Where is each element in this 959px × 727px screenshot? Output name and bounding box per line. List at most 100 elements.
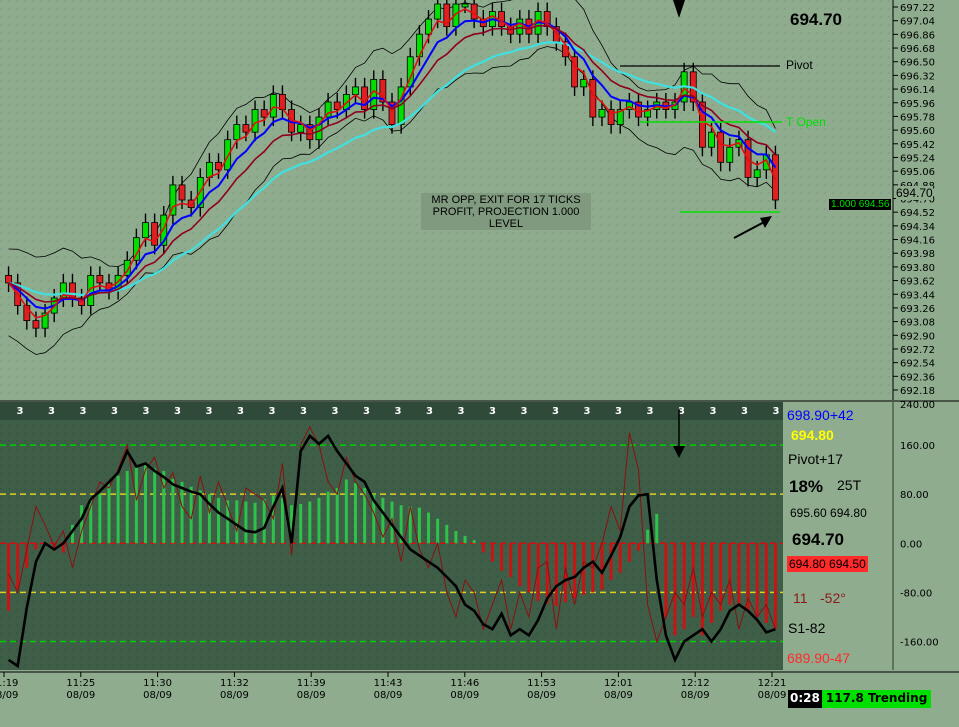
price-tick-label: 692.72	[900, 345, 935, 356]
time-tick-label: 11:25	[66, 678, 95, 689]
count-marker: 3	[48, 406, 55, 417]
range-pair: 695.60 694.80	[790, 506, 867, 520]
osc-tick-label: -80.00	[900, 588, 932, 599]
price-tick-label: 696.32	[900, 71, 935, 82]
candle-bull	[434, 3, 442, 20]
candle-bear	[23, 305, 31, 322]
time-tick-label: 11:30	[143, 678, 172, 689]
candle-bull	[461, 3, 469, 8]
count-marker: 3	[363, 406, 370, 417]
candle-bear	[607, 109, 615, 126]
candle-bull	[297, 124, 305, 133]
date-tick-label: 08/09	[374, 690, 403, 701]
trade-annotation: MR OPP, EXIT FOR 17 TICKS PROFIT, PROJEC…	[421, 194, 591, 230]
count-marker: 3	[521, 406, 528, 417]
time-tick-label: 11:32	[220, 678, 249, 689]
candle-bear	[562, 41, 569, 58]
candle-bear	[333, 101, 341, 110]
date-tick-label: 08/09	[0, 690, 18, 701]
candle-bull	[224, 139, 232, 171]
price-tick-label: 695.96	[900, 99, 935, 110]
candle-bear	[589, 78, 597, 118]
candle-bull	[708, 131, 715, 148]
right-price-tag: 694.70	[896, 186, 933, 200]
tick-setting: 25T	[837, 477, 862, 493]
price-tick-label: 693.08	[900, 318, 935, 329]
candle-bull	[142, 222, 149, 239]
price-a-value: 694.80	[791, 427, 834, 443]
ema-slow-line	[8, 41, 777, 297]
candle-bull	[251, 109, 259, 133]
time-tick-label: 11:53	[527, 678, 556, 689]
price-tick-label: 696.50	[900, 58, 935, 69]
candle-bull	[352, 86, 359, 95]
price-tick-label: 693.98	[900, 249, 935, 260]
osc-tick-label: -160.00	[900, 637, 939, 648]
count-marker: 3	[584, 406, 591, 417]
time-tick-label: 12:21	[758, 678, 787, 689]
count-marker: 3	[395, 406, 402, 417]
time-tick-label: 11:19	[0, 678, 18, 689]
price-tick-label: 694.70	[900, 195, 935, 206]
lower-band-value: 689.90-47	[787, 650, 851, 666]
candle-bull	[452, 3, 460, 28]
time-tick-label: 12:01	[604, 678, 633, 689]
candle-bull	[598, 109, 606, 118]
price-tick-label: 695.60	[900, 126, 935, 137]
annotation-line-1: MR OPP, EXIT FOR 17 TICKS	[431, 194, 581, 206]
count-marker: 3	[552, 406, 559, 417]
price-tick-label: 695.78	[900, 112, 935, 123]
count-marker: 3	[269, 406, 276, 417]
candle-bull	[324, 101, 332, 118]
osc-tick-label: 240.00	[900, 400, 935, 411]
count-marker: 3	[710, 406, 717, 417]
candle-bull	[726, 146, 734, 163]
candle-bull	[625, 101, 633, 110]
candle-bull	[516, 18, 524, 35]
count-marker: 3	[111, 406, 118, 417]
count-marker: 3	[17, 406, 24, 417]
candle-bull	[269, 94, 277, 118]
candle-bull	[233, 124, 241, 141]
annotation-box	[421, 193, 591, 230]
candle-bear	[187, 199, 195, 208]
time-tick-label: 11:46	[450, 678, 479, 689]
candle-bear	[388, 101, 396, 126]
price-tick-label: 695.06	[900, 167, 935, 178]
candle-bull	[123, 259, 131, 276]
projection-tag: 1.000 694.56	[829, 199, 892, 210]
price-tick-label: 693.44	[900, 290, 935, 301]
candle-bear	[5, 274, 12, 284]
date-tick-label: 08/09	[681, 690, 710, 701]
candle-bear	[215, 161, 222, 171]
osc-thick-line	[7, 433, 776, 669]
price-tick-label: 695.42	[900, 140, 935, 151]
date-tick-label: 08/09	[604, 690, 633, 701]
osc-tick-label: 0.00	[900, 539, 922, 550]
count-marker: 3	[426, 406, 433, 417]
candle-bear	[260, 109, 268, 118]
t-open-label: T Open	[786, 115, 826, 129]
ma-red-line	[7, 7, 777, 319]
candle-bull	[580, 78, 588, 88]
count-marker: 3	[647, 406, 654, 417]
count-marker: 3	[678, 406, 685, 417]
last-price: 694.70	[790, 10, 842, 29]
candle-bull	[169, 184, 177, 216]
candle-bull	[160, 214, 168, 246]
up-right-arrow-icon	[760, 216, 772, 228]
candle-bear	[699, 101, 706, 148]
date-tick-label: 08/09	[450, 690, 479, 701]
candle-bear	[361, 86, 369, 110]
date-tick-label: 08/09	[220, 690, 249, 701]
date-tick-label: 08/09	[527, 690, 556, 701]
candle-bear	[178, 184, 186, 201]
date-tick-label: 08/09	[758, 690, 787, 701]
osc-tick-label: 80.00	[900, 490, 929, 501]
candle-bear	[242, 124, 250, 133]
price-tick-label: 695.24	[900, 153, 935, 164]
count-marker: 3	[332, 406, 339, 417]
count-marker: 3	[300, 406, 307, 417]
elapsed-time: 0:28	[788, 690, 822, 708]
